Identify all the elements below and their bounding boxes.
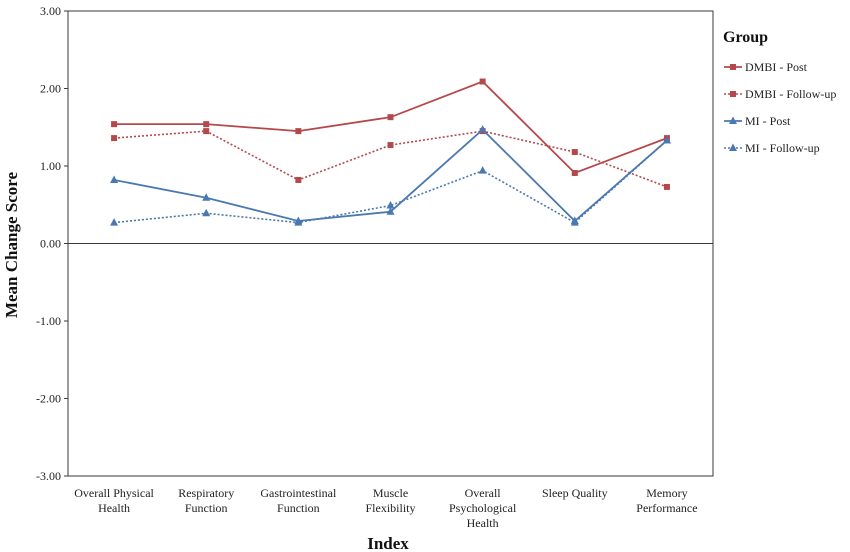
- x-tick-label-line: Overall: [465, 486, 502, 500]
- plot-frame: [67, 10, 714, 477]
- data-point: [203, 128, 210, 135]
- data-point: [111, 121, 118, 128]
- x-tick-label: Memory Performance: [636, 486, 697, 515]
- y-tick-label: -2.00: [36, 392, 61, 406]
- data-point: [386, 207, 395, 215]
- x-tick-label-line: Health: [98, 501, 130, 515]
- y-axis-title: Mean Change Score: [2, 172, 21, 319]
- series-line: [114, 130, 668, 188]
- legend-item: MI - Follow-up: [724, 141, 820, 155]
- x-tick-label-line: Function: [185, 501, 228, 515]
- x-tick-label-line: Muscle: [373, 486, 408, 500]
- data-point: [387, 142, 394, 149]
- data-point: [111, 135, 118, 142]
- series-line: [114, 80, 668, 175]
- y-tick-label: -1.00: [36, 314, 61, 328]
- legend-label: DMBI - Follow-up: [745, 87, 836, 101]
- data-point: [478, 166, 487, 174]
- data-point: [295, 128, 302, 135]
- y-tick-label: 0.00: [40, 237, 61, 251]
- data-point: [295, 176, 302, 183]
- series-dmbi-follow-up: [111, 128, 670, 190]
- x-tick-label-line: Gastrointestinal: [260, 486, 337, 500]
- legend-swatch-marker: [729, 143, 737, 151]
- x-tick-label-line: Overall Physical: [74, 486, 154, 500]
- data-point: [663, 183, 670, 190]
- legend-item: DMBI - Post: [724, 60, 808, 74]
- x-tick-label: Muscle Flexibility: [365, 486, 415, 515]
- data-point: [571, 169, 578, 176]
- series-lines: [110, 78, 671, 226]
- series-mi-post: [110, 125, 671, 225]
- data-point: [387, 114, 394, 121]
- x-tick-label: Overall Physical Health: [74, 486, 154, 515]
- x-tick-label: Gastrointestinal Function: [260, 486, 337, 515]
- x-tick-label-line: Flexibility: [365, 501, 415, 515]
- x-tick-label-line: Sleep Quality: [542, 486, 608, 500]
- legend-swatch-marker: [730, 91, 736, 97]
- series-dmbi-post: [111, 78, 670, 176]
- y-axis-ticks: 3.00 2.00 1.00 0.00 -1.00 -2.00 -3.00: [36, 4, 68, 483]
- data-point: [110, 175, 119, 183]
- x-tick-label: Overall Psychological Health: [449, 486, 517, 530]
- legend-title: Group: [723, 29, 768, 46]
- data-point: [202, 193, 211, 201]
- y-tick-label: 1.00: [40, 159, 61, 173]
- legend-swatch-marker: [729, 116, 737, 124]
- series-mi-follow-up: [110, 135, 671, 226]
- x-tick-label-line: Psychological: [449, 501, 517, 515]
- data-point: [294, 218, 303, 226]
- data-point: [662, 135, 671, 144]
- data-point: [203, 121, 210, 128]
- y-tick-label: -3.00: [36, 469, 61, 483]
- data-point: [110, 218, 119, 226]
- legend: Group DMBI - Post DMBI - Follow-up MI - Po…: [723, 29, 836, 155]
- x-tick-label-line: Health: [467, 516, 499, 530]
- x-tick-label-line: Respiratory: [178, 486, 234, 500]
- legend-label: MI - Follow-up: [745, 141, 820, 155]
- x-tick-label: Respiratory Function: [178, 486, 234, 515]
- legend-item: MI - Post: [724, 114, 791, 128]
- x-axis-title: Index: [367, 534, 409, 552]
- x-tick-label-line: Function: [277, 501, 320, 515]
- x-tick-label-line: Memory: [646, 486, 687, 500]
- legend-label: DMBI - Post: [745, 60, 808, 74]
- data-point: [571, 149, 578, 156]
- data-point: [570, 218, 579, 226]
- data-point: [478, 125, 487, 133]
- data-point: [386, 201, 395, 209]
- legend-item: DMBI - Follow-up: [724, 87, 836, 101]
- data-point: [479, 78, 486, 85]
- x-tick-label: Sleep Quality: [542, 486, 608, 500]
- data-point: [202, 208, 211, 217]
- y-tick-label: 2.00: [40, 82, 61, 96]
- y-tick-label: 3.00: [40, 4, 61, 18]
- x-tick-label-line: Performance: [636, 501, 697, 515]
- legend-label: MI - Post: [745, 114, 791, 128]
- legend-swatch-marker: [730, 64, 736, 70]
